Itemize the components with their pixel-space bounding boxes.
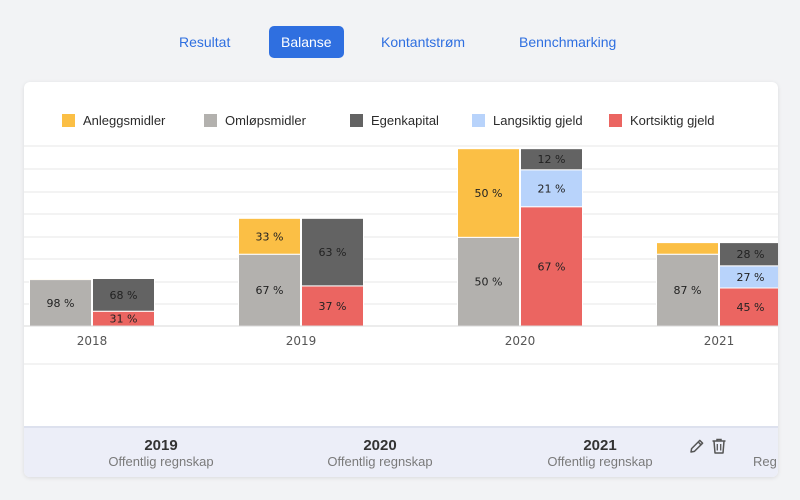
footer-column-2020: 2020 Offentlig regnskap bbox=[300, 437, 460, 469]
trash-icon[interactable] bbox=[710, 437, 728, 460]
bar-segment-omlopsmidler-2021[interactable] bbox=[656, 253, 719, 327]
pencil-icon[interactable] bbox=[688, 437, 706, 460]
bar-data-label: 33 % bbox=[256, 230, 284, 243]
bar-segment-egenkapital-2020[interactable] bbox=[520, 148, 583, 171]
x-tick-label: 2020 bbox=[505, 334, 536, 348]
legend-label: Langsiktig gjeld bbox=[493, 113, 583, 128]
bar-data-label: 50 % bbox=[475, 187, 503, 200]
legend-swatch bbox=[472, 114, 485, 127]
legend-swatch bbox=[204, 114, 217, 127]
year-footer: 2019 Offentlig regnskap 2020 Offentlig r… bbox=[24, 426, 778, 477]
legend-swatch bbox=[62, 114, 75, 127]
footer-column-partial: Reg bbox=[753, 437, 778, 469]
bar-segment-omlopsmidler-2020[interactable] bbox=[457, 236, 520, 327]
bar-segment-egenkapital-2018[interactable] bbox=[92, 278, 155, 312]
footer-source: Offentlig regnskap bbox=[547, 454, 653, 469]
tab-kontantstrom[interactable]: Kontantstrøm bbox=[381, 34, 466, 50]
legend-label: Egenkapital bbox=[371, 113, 439, 128]
bar-data-label: 21 % bbox=[538, 182, 566, 195]
legend-swatch bbox=[350, 114, 363, 127]
bar-data-label: 31 % bbox=[110, 313, 138, 326]
tab-bar: Resultat Balanse Kontantstrøm Bennchmark… bbox=[0, 26, 800, 58]
bar-segment-anleggsmidler-2020[interactable] bbox=[457, 148, 520, 238]
bar-segment-anleggsmidler-2021[interactable] bbox=[656, 242, 719, 255]
footer-source: Offentlig regnskap bbox=[108, 454, 214, 469]
bar-segment-omlopsmidler-2019[interactable] bbox=[238, 253, 301, 327]
footer-column-2021: 2021 Offentlig regnskap bbox=[520, 437, 680, 469]
balance-chart-card: Anleggsmidler Omløpsmidler Egenkapital L… bbox=[24, 82, 778, 477]
bar-segment-kortsiktig-2020[interactable] bbox=[520, 206, 583, 327]
balance-bar-chart: 98 % 67 % 33 % 50 % 50 % 87 % 31 % 68 % 37 % 63 %… bbox=[24, 145, 779, 365]
bar-data-label: 28 % bbox=[737, 248, 765, 261]
bar-data-label: 50 % bbox=[475, 276, 503, 289]
legend-label: Omløpsmidler bbox=[225, 113, 306, 128]
legend-item-langsiktig-gjeld[interactable]: Langsiktig gjeld bbox=[472, 112, 583, 130]
footer-column-2019: 2019 Offentlig regnskap bbox=[81, 437, 241, 469]
footer-year: 2019 bbox=[144, 437, 178, 454]
tab-resultat[interactable]: Resultat bbox=[179, 34, 231, 50]
footer-source: Offentlig regnskap bbox=[327, 454, 433, 469]
bar-data-label: 67 % bbox=[538, 260, 566, 273]
bar-data-label: 67 % bbox=[256, 284, 284, 297]
bar-segment-anleggsmidler-2019[interactable] bbox=[238, 217, 301, 255]
legend-item-egenkapital[interactable]: Egenkapital bbox=[350, 112, 439, 130]
x-tick-label: 2019 bbox=[286, 334, 317, 348]
footer-source: Reg bbox=[753, 454, 777, 469]
footer-year: 2021 bbox=[583, 437, 617, 454]
x-tick-label: 2018 bbox=[77, 334, 108, 348]
legend-label: Anleggsmidler bbox=[83, 113, 166, 128]
bar-data-label: 45 % bbox=[737, 301, 765, 314]
legend-swatch bbox=[609, 114, 622, 127]
legend-item-kortsiktig-gjeld[interactable]: Kortsiktig gjeld bbox=[609, 112, 715, 130]
x-tick-label: 2021 bbox=[704, 334, 735, 348]
bar-data-label: 27 % bbox=[737, 271, 765, 284]
bar-segment-egenkapital-2021[interactable] bbox=[719, 242, 779, 267]
bar-data-label: 98 % bbox=[47, 297, 75, 310]
bar-data-label: 63 % bbox=[319, 246, 347, 259]
tab-balanse[interactable]: Balanse bbox=[269, 26, 344, 58]
bar-data-label: 87 % bbox=[674, 284, 702, 297]
legend-item-omlopsmidler[interactable]: Omløpsmidler bbox=[204, 112, 306, 130]
bar-segment-egenkapital-2019[interactable] bbox=[301, 217, 364, 287]
bar-data-label: 37 % bbox=[319, 300, 347, 313]
bar-data-label: 12 % bbox=[538, 153, 566, 166]
bar-segment-anleggsmidler-2018[interactable] bbox=[29, 278, 92, 281]
tab-benchmarking[interactable]: Bennchmarking bbox=[519, 34, 617, 50]
legend-item-anleggsmidler[interactable]: Anleggsmidler bbox=[62, 112, 165, 130]
footer-year: 2020 bbox=[363, 437, 397, 454]
legend-label: Kortsiktig gjeld bbox=[630, 113, 715, 128]
footer-year bbox=[753, 437, 778, 454]
bar-data-label: 68 % bbox=[110, 289, 138, 302]
